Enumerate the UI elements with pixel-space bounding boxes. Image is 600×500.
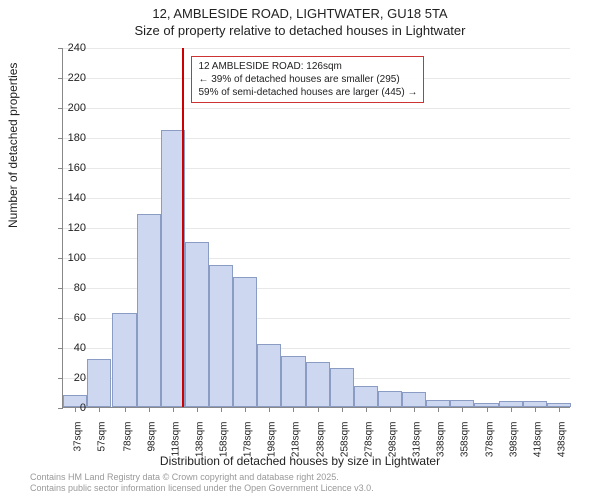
ytick-label: 40 bbox=[46, 342, 86, 354]
histogram-bar bbox=[185, 242, 209, 407]
xtick-label: 98sqm bbox=[146, 422, 157, 452]
histogram-bar bbox=[112, 313, 136, 408]
xtick-label: 158sqm bbox=[219, 422, 230, 458]
gridline bbox=[63, 138, 570, 139]
chart: 12 AMBLESIDE ROAD: 126sqm ← 39% of detac… bbox=[62, 48, 570, 408]
xtick-label: 338sqm bbox=[436, 422, 447, 458]
xtick-label: 398sqm bbox=[508, 422, 519, 458]
annotation-line2: ← 39% of detached houses are smaller (29… bbox=[198, 73, 417, 86]
xtick-mark bbox=[366, 407, 367, 412]
xtick-label: 118sqm bbox=[170, 422, 181, 457]
xtick-label: 57sqm bbox=[97, 422, 108, 452]
footer: Contains HM Land Registry data © Crown c… bbox=[30, 472, 374, 495]
annotation-box: 12 AMBLESIDE ROAD: 126sqm ← 39% of detac… bbox=[191, 56, 424, 103]
marker-line bbox=[182, 48, 184, 407]
gridline bbox=[63, 168, 570, 169]
xtick-mark bbox=[293, 407, 294, 412]
footer-line1: Contains HM Land Registry data © Crown c… bbox=[30, 472, 374, 483]
xtick-label: 378sqm bbox=[484, 422, 495, 458]
ytick-label: 220 bbox=[46, 72, 86, 84]
xtick-label: 358sqm bbox=[460, 422, 471, 458]
ytick-label: 160 bbox=[46, 162, 86, 174]
xtick-label: 218sqm bbox=[291, 422, 302, 458]
xtick-mark bbox=[487, 407, 488, 412]
gridline bbox=[63, 48, 570, 49]
xtick-mark bbox=[318, 407, 319, 412]
histogram-bar bbox=[378, 391, 402, 408]
histogram-bar bbox=[87, 359, 111, 407]
xtick-mark bbox=[414, 407, 415, 412]
xtick-mark bbox=[342, 407, 343, 412]
page-title-line2: Size of property relative to detached ho… bbox=[0, 23, 600, 40]
histogram-bar bbox=[233, 277, 257, 408]
xtick-label: 238sqm bbox=[315, 422, 326, 458]
xtick-mark bbox=[197, 407, 198, 412]
gridline bbox=[63, 198, 570, 199]
xtick-label: 298sqm bbox=[388, 422, 399, 458]
histogram-bar bbox=[426, 400, 450, 408]
y-axis-label: Number of detached properties bbox=[6, 63, 20, 228]
xtick-mark bbox=[245, 407, 246, 412]
ytick-label: 240 bbox=[46, 42, 86, 54]
xtick-label: 198sqm bbox=[267, 422, 278, 458]
xtick-label: 318sqm bbox=[412, 422, 423, 458]
histogram-bar bbox=[450, 400, 474, 408]
xtick-mark bbox=[511, 407, 512, 412]
histogram-bar bbox=[330, 368, 354, 407]
xtick-mark bbox=[173, 407, 174, 412]
xtick-mark bbox=[462, 407, 463, 412]
ytick-label: 100 bbox=[46, 252, 86, 264]
xtick-mark bbox=[535, 407, 536, 412]
xtick-label: 78sqm bbox=[122, 422, 133, 452]
xtick-mark bbox=[269, 407, 270, 412]
annotation-line3: 59% of semi-detached houses are larger (… bbox=[198, 86, 417, 99]
xtick-label: 418sqm bbox=[532, 422, 543, 458]
histogram-bar bbox=[209, 265, 233, 408]
xtick-label: 438sqm bbox=[556, 422, 567, 458]
xtick-mark bbox=[125, 407, 126, 412]
xtick-mark bbox=[438, 407, 439, 412]
ytick-label: 80 bbox=[46, 282, 86, 294]
histogram-bar bbox=[137, 214, 161, 408]
xtick-mark bbox=[149, 407, 150, 412]
xtick-mark bbox=[99, 407, 100, 412]
xtick-mark bbox=[559, 407, 560, 412]
xtick-label: 138sqm bbox=[194, 422, 205, 458]
xtick-mark bbox=[390, 407, 391, 412]
histogram-bar bbox=[402, 392, 426, 407]
ytick-label: 20 bbox=[46, 372, 86, 384]
ytick-label: 120 bbox=[46, 222, 86, 234]
xtick-mark bbox=[221, 407, 222, 412]
histogram-bar bbox=[281, 356, 305, 407]
ytick-label: 0 bbox=[46, 402, 86, 414]
page-title-line1: 12, AMBLESIDE ROAD, LIGHTWATER, GU18 5TA bbox=[0, 6, 600, 23]
xtick-label: 37sqm bbox=[73, 422, 84, 452]
annotation-line1: 12 AMBLESIDE ROAD: 126sqm bbox=[198, 60, 417, 73]
ytick-label: 60 bbox=[46, 312, 86, 324]
ytick-label: 180 bbox=[46, 132, 86, 144]
histogram-bar bbox=[257, 344, 281, 407]
histogram-bar bbox=[161, 130, 185, 408]
xtick-label: 258sqm bbox=[339, 422, 350, 458]
ytick-label: 140 bbox=[46, 192, 86, 204]
xtick-label: 278sqm bbox=[363, 422, 374, 458]
ytick-label: 200 bbox=[46, 102, 86, 114]
footer-line2: Contains public sector information licen… bbox=[30, 483, 374, 494]
xtick-label: 178sqm bbox=[243, 422, 254, 458]
gridline bbox=[63, 108, 570, 109]
histogram-bar bbox=[306, 362, 330, 407]
histogram-bar bbox=[354, 386, 378, 407]
